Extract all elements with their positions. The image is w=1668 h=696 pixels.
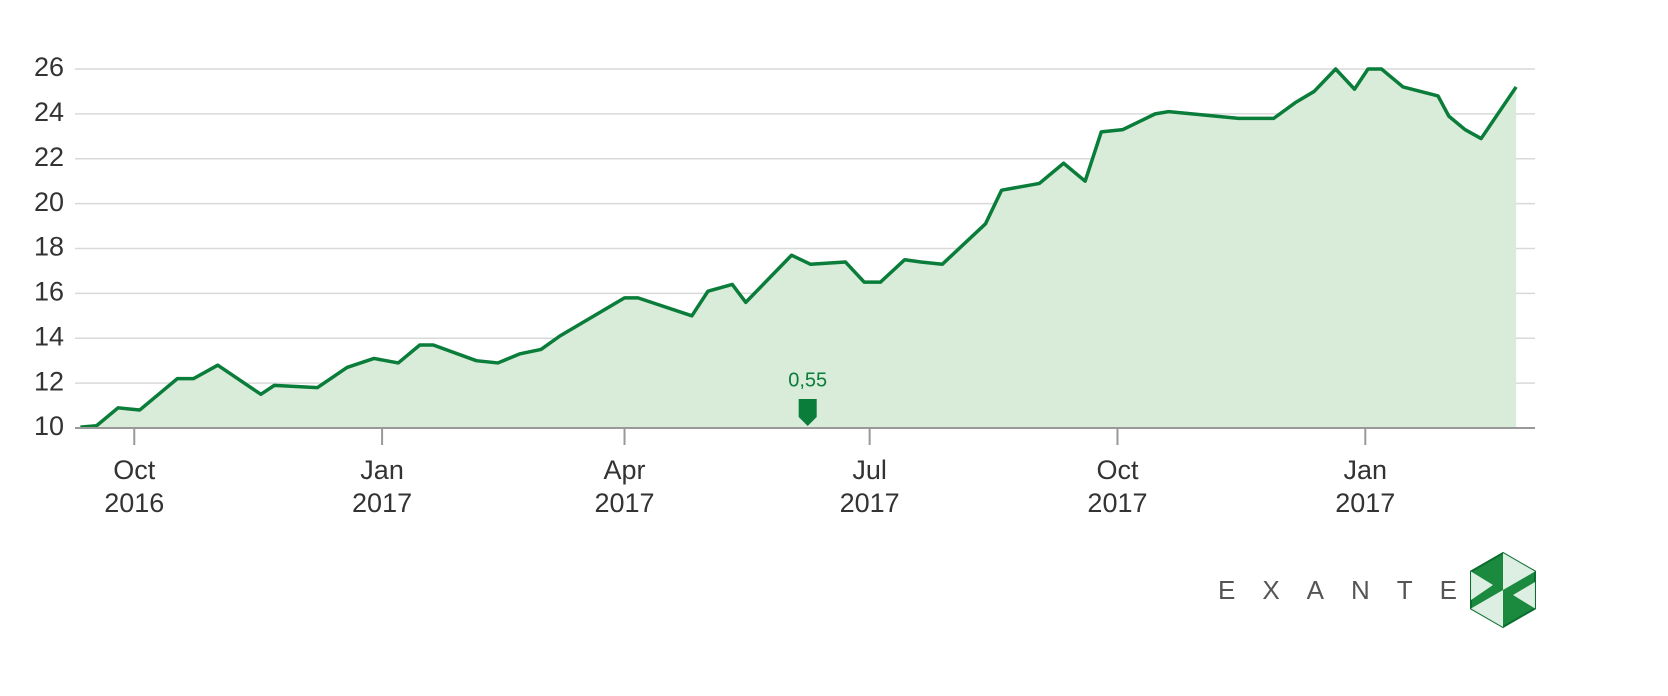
x-tick-label: Oct 2017	[1087, 455, 1148, 518]
y-tick-label: 16	[34, 277, 64, 307]
y-tick-label: 20	[34, 187, 64, 217]
x-tick-label: Jan 2017	[1335, 455, 1396, 518]
x-tick-label: Jul 2017	[839, 455, 900, 518]
y-tick-label: 12	[34, 366, 64, 396]
y-tick-label: 22	[34, 142, 64, 172]
y-tick-label: 26	[34, 52, 64, 82]
logo-text: EXANTE	[1218, 575, 1484, 605]
x-tick-label: Oct 2016	[104, 455, 165, 518]
y-tick-label: 14	[34, 321, 64, 351]
x-tick-label: Apr 2017	[594, 455, 655, 518]
y-tick-label: 10	[34, 411, 64, 441]
area	[80, 69, 1517, 428]
x-tick-label: Jan 2017	[352, 455, 413, 518]
annotation-text: 0,55	[788, 369, 827, 391]
logo-icon	[1470, 551, 1536, 629]
line	[80, 67, 1518, 429]
y-tick-label: 24	[34, 97, 64, 127]
annotation-marker	[798, 399, 817, 426]
y-tick-label: 18	[34, 232, 64, 262]
